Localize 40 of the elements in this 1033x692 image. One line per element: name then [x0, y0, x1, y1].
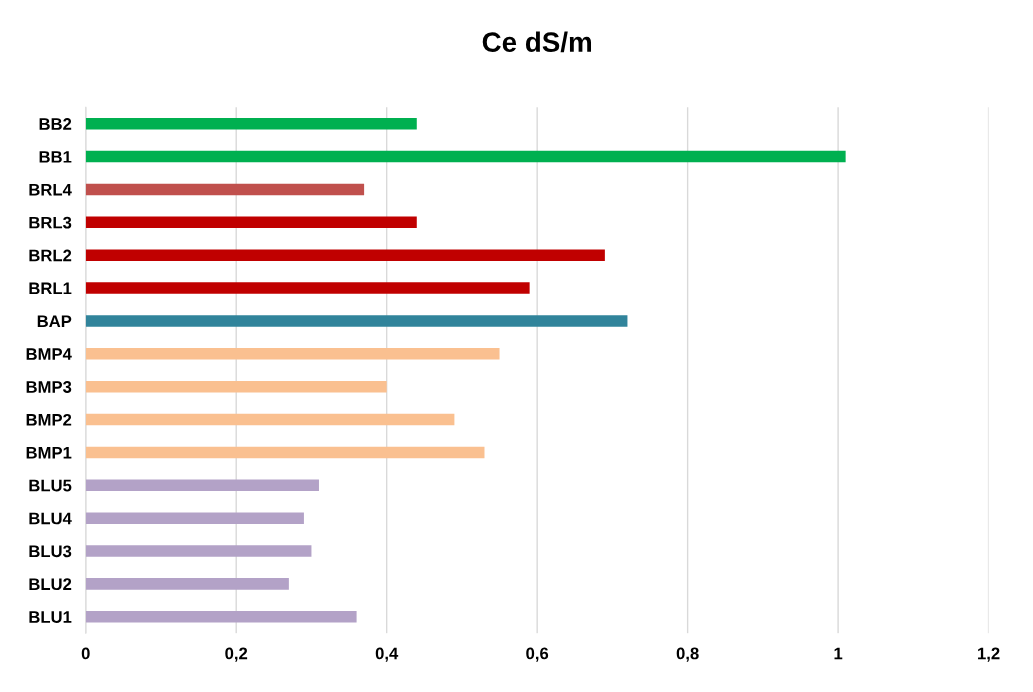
x-tick-label: 1: [834, 647, 843, 660]
bar: [85, 413, 455, 426]
bar: [85, 117, 417, 130]
y-tick-label: BLU2: [29, 578, 72, 591]
y-tick-label: BMP1: [26, 446, 72, 459]
y-tick-label: BLU1: [29, 611, 72, 623]
y-tick-label: BB1: [39, 151, 72, 163]
bar: [85, 610, 357, 623]
x-tick-label: 0: [81, 647, 90, 660]
bar: [85, 183, 365, 196]
y-tick-label: BRL4: [29, 184, 72, 196]
bar: [85, 578, 289, 590]
chart-title: Ce dS/m: [482, 31, 592, 53]
x-tick-label: 0,6: [526, 647, 549, 662]
x-tick-label: 1,2: [978, 647, 1000, 662]
y-tick-label: BLU4: [29, 512, 72, 525]
bar: [85, 512, 304, 524]
y-tick-label: BMP3: [26, 381, 72, 393]
bar: [85, 315, 628, 327]
y-tick-label: BLU5: [29, 479, 72, 492]
y-tick-label: BAP: [37, 315, 72, 327]
y-tick-label: BRL3: [29, 216, 72, 229]
x-tick-label: 0,4: [375, 647, 399, 662]
bar: [85, 479, 319, 492]
y-tick-label: BRL1: [29, 282, 72, 295]
bar: [85, 150, 846, 163]
bar: [85, 446, 485, 459]
y-tick-label: BB2: [39, 118, 72, 130]
y-tick-label: BMP4: [26, 348, 72, 360]
bar: [85, 348, 500, 360]
x-tick-label: 0,8: [676, 647, 699, 662]
bar: [85, 249, 605, 261]
x-tick-label: 0,2: [225, 647, 248, 662]
y-tick-label: BMP2: [26, 413, 72, 426]
bar: [85, 282, 530, 294]
bar: [85, 380, 387, 393]
y-tick-label: BLU3: [29, 545, 72, 558]
y-tick-label: BRL2: [29, 249, 72, 262]
bar: [85, 216, 417, 229]
bar: [85, 545, 312, 557]
